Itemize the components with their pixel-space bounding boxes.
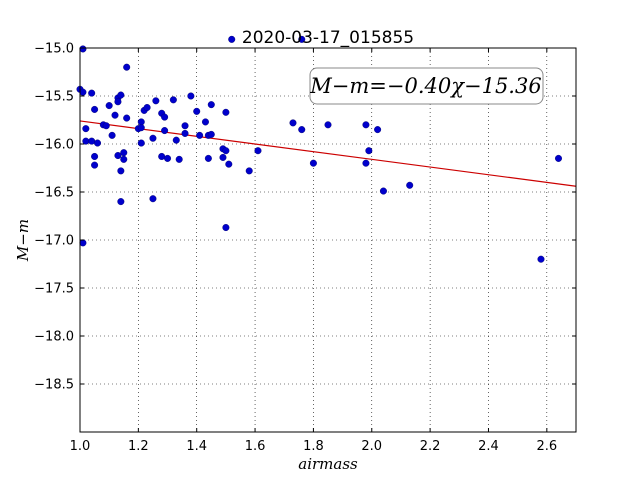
data-point	[362, 121, 370, 129]
data-point	[88, 89, 96, 97]
data-point	[228, 35, 236, 43]
x-axis-label: airmass	[298, 455, 358, 473]
data-points	[76, 35, 562, 263]
y-tick-label: −17.5	[34, 282, 74, 297]
data-point	[537, 255, 545, 263]
data-point	[201, 118, 209, 126]
data-point	[91, 105, 99, 113]
data-point	[117, 167, 125, 175]
data-point	[309, 159, 317, 167]
data-point	[187, 92, 195, 100]
data-point	[79, 239, 87, 247]
fit-line-group	[79, 120, 577, 187]
data-point	[222, 147, 230, 155]
data-point	[362, 159, 370, 167]
data-point	[94, 139, 102, 147]
data-point	[379, 187, 387, 195]
data-point	[120, 149, 128, 157]
grid-lines	[79, 47, 576, 432]
data-point	[554, 154, 562, 162]
data-point	[324, 121, 332, 129]
x-tick-label: 2.6	[536, 439, 557, 454]
data-point	[254, 147, 262, 155]
data-point	[91, 161, 99, 169]
data-point	[108, 131, 116, 139]
data-point	[117, 91, 125, 99]
data-point	[111, 111, 119, 119]
data-point	[222, 108, 230, 116]
y-tick-label: −17.0	[34, 234, 74, 249]
data-point	[161, 127, 169, 135]
x-tick-label: 1.6	[245, 439, 266, 454]
data-point	[289, 119, 297, 127]
data-point	[164, 154, 172, 162]
x-tick-label: 1.8	[303, 439, 324, 454]
y-tick-label: −18.0	[34, 330, 74, 345]
fit-equation-text: M−m=−0.40χ−15.36	[309, 74, 541, 98]
y-tick-label: −16.5	[34, 186, 74, 201]
fit-equation-frame	[309, 67, 544, 105]
axis-ticks: 1.0 1.2 1.4 1.6 1.8 2.0 2.2 2.4 2.6 −15.0 −15.5 −16…	[34, 42, 576, 454]
data-point	[114, 152, 122, 160]
data-point	[120, 155, 128, 163]
y-tick-label: −18.5	[34, 378, 74, 393]
data-point	[123, 114, 131, 122]
x-tick-label: 1.4	[186, 439, 207, 454]
data-point	[298, 126, 306, 134]
data-point	[193, 107, 201, 115]
y-tick-label: −15.0	[34, 42, 74, 57]
fit-line	[79, 120, 577, 187]
data-point	[298, 35, 306, 43]
data-point	[158, 152, 166, 160]
data-point	[175, 155, 183, 163]
data-point	[137, 139, 145, 147]
x-tick-label: 1.0	[70, 439, 91, 454]
data-point	[172, 136, 180, 144]
data-point	[245, 167, 253, 175]
data-point	[105, 102, 113, 110]
x-tick-label: 2.0	[361, 439, 382, 454]
data-point	[79, 88, 87, 96]
fit-equation-box: M−m=−0.40χ−15.36	[309, 67, 544, 105]
data-point	[149, 195, 157, 203]
data-point	[181, 129, 189, 137]
data-point	[137, 124, 145, 132]
data-point	[222, 224, 230, 232]
data-point	[207, 130, 215, 138]
data-point	[82, 137, 90, 145]
data-point	[79, 45, 87, 53]
data-point	[91, 152, 99, 160]
data-point	[161, 113, 169, 121]
data-point	[88, 137, 96, 145]
data-point	[207, 101, 215, 109]
data-point	[149, 134, 157, 142]
data-point	[181, 122, 189, 130]
data-point	[123, 63, 131, 71]
data-point	[374, 126, 382, 134]
data-point	[204, 154, 212, 162]
data-point	[82, 125, 90, 133]
data-point	[196, 131, 204, 139]
data-point	[406, 181, 414, 189]
data-point	[114, 98, 122, 106]
data-point	[169, 96, 177, 104]
data-point	[225, 160, 233, 168]
y-axis-label: M−m	[14, 219, 32, 262]
x-tick-label: 2.4	[478, 439, 499, 454]
data-point	[117, 198, 125, 206]
y-tick-label: −16.0	[34, 138, 74, 153]
data-point	[143, 104, 151, 112]
y-tick-label: −15.5	[34, 90, 74, 105]
data-point	[365, 147, 373, 155]
x-tick-label: 1.2	[128, 439, 149, 454]
x-tick-label: 2.2	[420, 439, 441, 454]
data-point	[219, 153, 227, 161]
data-point	[152, 97, 160, 105]
data-point	[102, 122, 110, 130]
chart-title: 2020-03-17_015855	[242, 28, 414, 48]
